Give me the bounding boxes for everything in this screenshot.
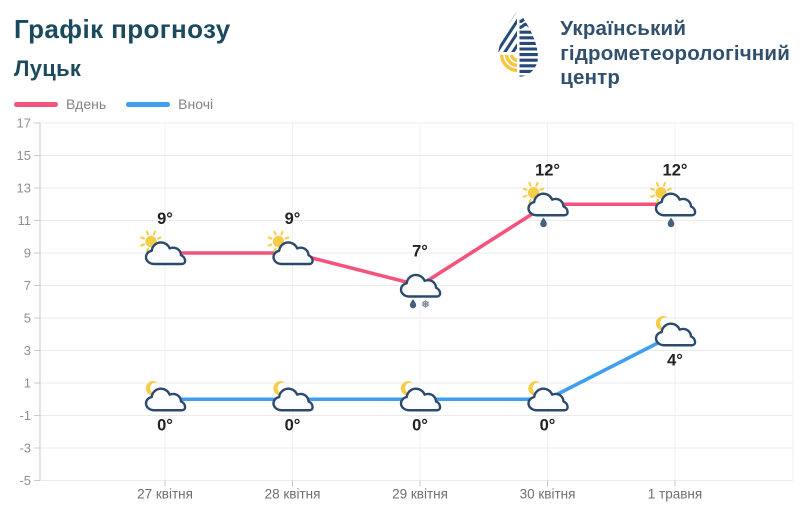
- svg-text:15: 15: [17, 148, 31, 163]
- svg-text:13: 13: [17, 181, 31, 196]
- svg-text:17: 17: [17, 118, 31, 131]
- cloud-icon: [399, 273, 442, 298]
- cloud-icon: [527, 387, 569, 412]
- value-label: 0°: [157, 416, 173, 434]
- x-axis-label-1: 28 квітня: [265, 487, 321, 502]
- day-series-swatch: [14, 101, 58, 107]
- uhmc-logo-text-line1: Український: [560, 17, 687, 40]
- x-axis-label-3: 30 квітня: [520, 487, 576, 502]
- uhmc-logo-text-line3: центр: [560, 66, 621, 89]
- x-axis-label-2: 29 квітня: [392, 487, 448, 502]
- cloud-icon: [399, 387, 442, 412]
- day-point-2[interactable]: ❅ 7°: [399, 243, 442, 312]
- forecast-chart-svg: 17 15 13 11 9 7 5 3 1 -1 -3 -5 27 квітня 28 квітня 29 …: [17, 118, 794, 502]
- moon-icon: [273, 381, 287, 396]
- night-series-swatch: [126, 101, 171, 107]
- day-point-1[interactable]: 9°: [267, 210, 314, 266]
- value-label: 0°: [412, 416, 428, 434]
- night-point-4[interactable]: 4°: [654, 314, 697, 369]
- cloud-icon: [272, 241, 314, 266]
- svg-text:11: 11: [18, 213, 32, 228]
- svg-text:7: 7: [24, 278, 31, 293]
- raindrop-icon: [540, 217, 547, 228]
- day-point-3[interactable]: 12°: [522, 161, 569, 228]
- night-point-3[interactable]: 0°: [526, 379, 569, 434]
- snowflake-icon: ❅: [421, 299, 430, 311]
- page-title: Графік прогнозу: [14, 14, 231, 44]
- night-point-0[interactable]: 0°: [144, 379, 187, 434]
- night-point-2[interactable]: 0°: [399, 379, 442, 434]
- value-label: 12°: [535, 161, 560, 179]
- cloud-icon: [144, 241, 187, 266]
- moon-icon: [655, 316, 670, 331]
- uhmc-logo-text: Український гідрометеорологічний центр: [560, 8, 790, 91]
- svg-text:1: 1: [24, 376, 31, 391]
- moon-icon: [145, 381, 160, 396]
- legend-label-night: Вночі: [178, 96, 214, 112]
- moon-icon: [400, 381, 415, 396]
- chart-legend: Вдень Вночі: [14, 96, 213, 112]
- raindrop-icon: [409, 299, 417, 309]
- svg-text:-1: -1: [19, 408, 31, 423]
- value-label: 9°: [285, 210, 301, 228]
- legend-label-day: Вдень: [66, 96, 107, 112]
- value-label: 9°: [157, 210, 173, 228]
- moon-icon: [528, 381, 542, 396]
- day-point-0[interactable]: 9°: [140, 210, 187, 266]
- svg-text:-5: -5: [19, 473, 31, 488]
- svg-text:-3: -3: [19, 441, 31, 456]
- cloud-icon: [527, 192, 569, 217]
- value-label: 0°: [285, 416, 301, 434]
- value-label: 4°: [667, 351, 683, 369]
- cloud-icon: [272, 387, 314, 412]
- cloud-icon: [654, 322, 697, 347]
- raindrop-icon: [667, 217, 675, 228]
- uhmc-drop-icon: [498, 10, 539, 77]
- city-name: Луцьк: [14, 56, 82, 81]
- legend-item-day[interactable]: Вдень: [14, 96, 106, 112]
- value-label: 0°: [540, 416, 556, 434]
- svg-text:5: 5: [24, 311, 31, 326]
- uhmc-logo-text-line2: гідрометеорологічний: [560, 41, 790, 65]
- day-point-4[interactable]: 12°: [650, 161, 697, 228]
- x-axis-label-0: 27 квітня: [137, 487, 193, 502]
- cloud-icon: [144, 387, 187, 412]
- value-label: 7°: [412, 243, 428, 261]
- legend-item-night[interactable]: Вночі: [126, 96, 213, 112]
- value-label: 12°: [663, 161, 688, 179]
- cloud-icon: [654, 192, 697, 217]
- svg-text:9: 9: [24, 246, 31, 261]
- night-point-1[interactable]: 0°: [271, 379, 314, 434]
- uhmc-logo: Український гідрометеорологічний центр: [491, 8, 790, 91]
- x-axis-label-4: 1 травня: [648, 487, 702, 502]
- svg-text:3: 3: [24, 343, 31, 358]
